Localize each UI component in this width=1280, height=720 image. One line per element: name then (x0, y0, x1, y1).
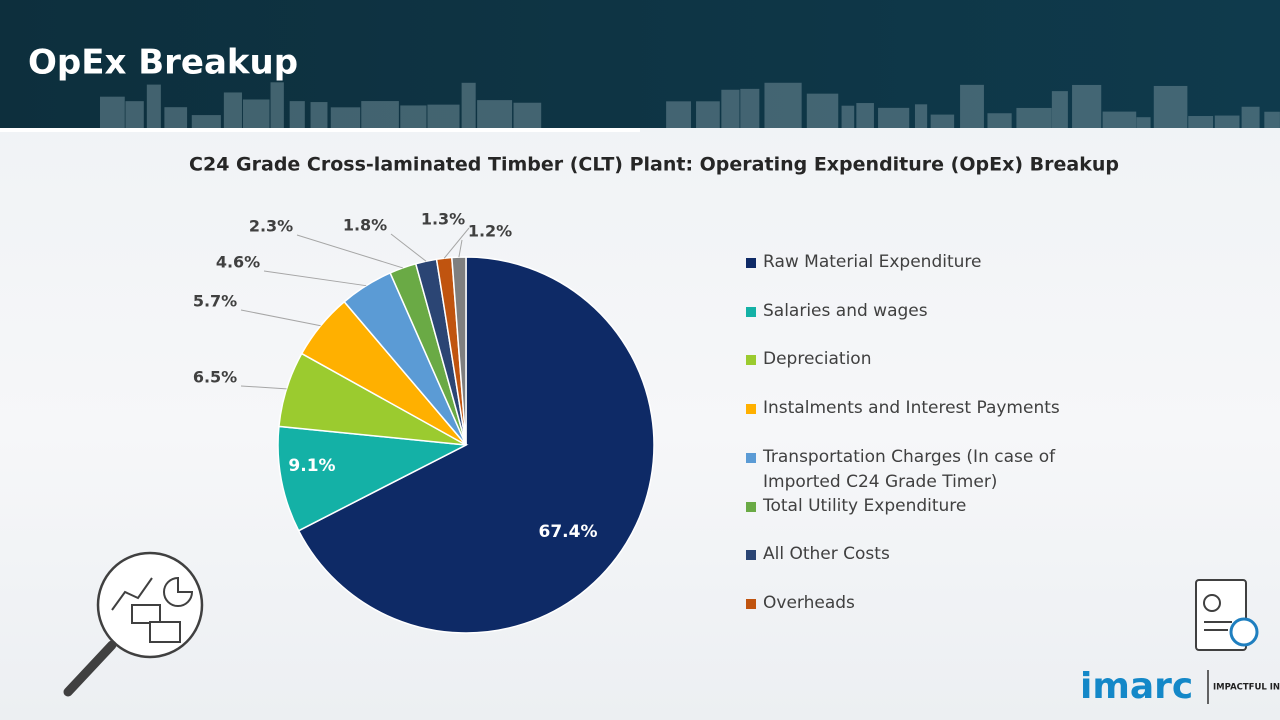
legend-label: Instalments and Interest Payments (763, 398, 1060, 419)
leader-line (240, 309, 321, 327)
legend-item: Raw Material Expenditure (746, 250, 982, 275)
data-label: 4.6% (216, 253, 260, 272)
legend-swatch (746, 306, 756, 317)
building (146, 84, 161, 128)
leader-line (443, 227, 470, 259)
building (987, 113, 1012, 128)
leader-line (458, 239, 463, 258)
building (310, 102, 328, 128)
building (696, 101, 720, 128)
legend-label: Overheads (763, 592, 855, 613)
data-label: 6.5% (193, 368, 237, 387)
building (427, 104, 460, 128)
building (164, 107, 188, 128)
leader-line (263, 270, 367, 287)
data-label: 1.3% (421, 210, 465, 229)
building (1102, 111, 1137, 128)
legend-item: All Other Costs (746, 542, 890, 567)
building (461, 82, 476, 128)
legend-label: Total Utility Expenditure (763, 495, 967, 516)
logo-tagline: IMPACTFUL INSIGHTS (1213, 683, 1280, 693)
data-label: 2.3% (249, 217, 293, 236)
building (841, 105, 855, 128)
legend-item: Total Utility Expenditure (746, 494, 966, 519)
building (740, 88, 760, 128)
data-label: 9.1% (288, 456, 335, 476)
pie-slice (277, 425, 469, 532)
building (960, 84, 984, 128)
legend-swatch (746, 355, 756, 366)
building (1072, 84, 1102, 128)
logo-name: imarc (1080, 666, 1193, 707)
legend-swatch (746, 258, 756, 268)
building (1214, 115, 1240, 128)
legend-label: Transportation Charges (In case of Impor… (763, 446, 1056, 492)
building (513, 102, 542, 128)
skyline (100, 82, 1280, 128)
legend-item: Depreciation (746, 347, 871, 372)
building (1241, 106, 1260, 128)
building (1136, 117, 1151, 128)
building (1188, 116, 1214, 128)
building (125, 101, 144, 128)
building (270, 82, 284, 128)
building (400, 105, 427, 128)
leader-line (296, 234, 403, 269)
leader-line (240, 385, 287, 390)
legend-label: Raw Material Expenditure (763, 252, 982, 272)
legend-swatch (746, 550, 756, 561)
finance-icon (1195, 579, 1259, 651)
data-label: 1.8% (343, 216, 387, 235)
legend-swatch (746, 501, 756, 512)
building (856, 103, 874, 128)
building (100, 96, 125, 128)
building (764, 82, 802, 128)
legend-label: Depreciation (763, 349, 872, 370)
building (1051, 91, 1068, 128)
building (1264, 111, 1280, 128)
building (289, 101, 305, 128)
header-rule (0, 128, 640, 132)
building (223, 92, 242, 128)
pie-slice (297, 256, 655, 634)
building (806, 93, 839, 128)
page-title: OpEx Breakup (28, 43, 298, 83)
legend-label: All Other Costs (763, 544, 890, 565)
legend-label: Salaries and wages (763, 300, 928, 321)
chart-title: C24 Grade Cross-laminated Timber (CLT) P… (189, 154, 1119, 176)
leader-line (390, 233, 427, 262)
legend-item: Instalments and Interest Payments (746, 396, 1060, 421)
building (1153, 85, 1188, 128)
building (242, 99, 270, 128)
building (330, 107, 361, 128)
legend-item: Overheads (746, 591, 855, 616)
building (1016, 107, 1052, 128)
data-label: 5.7% (193, 292, 237, 311)
legend-item: Salaries and wages (746, 299, 928, 324)
legend-swatch (746, 404, 756, 415)
analytics-icon (63, 551, 204, 697)
legend-swatch (746, 598, 756, 609)
data-label: 1.2% (468, 222, 512, 241)
building (721, 89, 740, 128)
legend-swatch (746, 452, 756, 463)
building (878, 107, 910, 128)
building (361, 101, 399, 128)
building (477, 100, 513, 128)
legend-item: Transportation Charges (In case of Impor… (746, 445, 1076, 495)
data-label: 67.4% (539, 522, 598, 542)
building (191, 115, 221, 128)
building (930, 114, 955, 128)
building (666, 101, 692, 128)
building (914, 104, 928, 128)
